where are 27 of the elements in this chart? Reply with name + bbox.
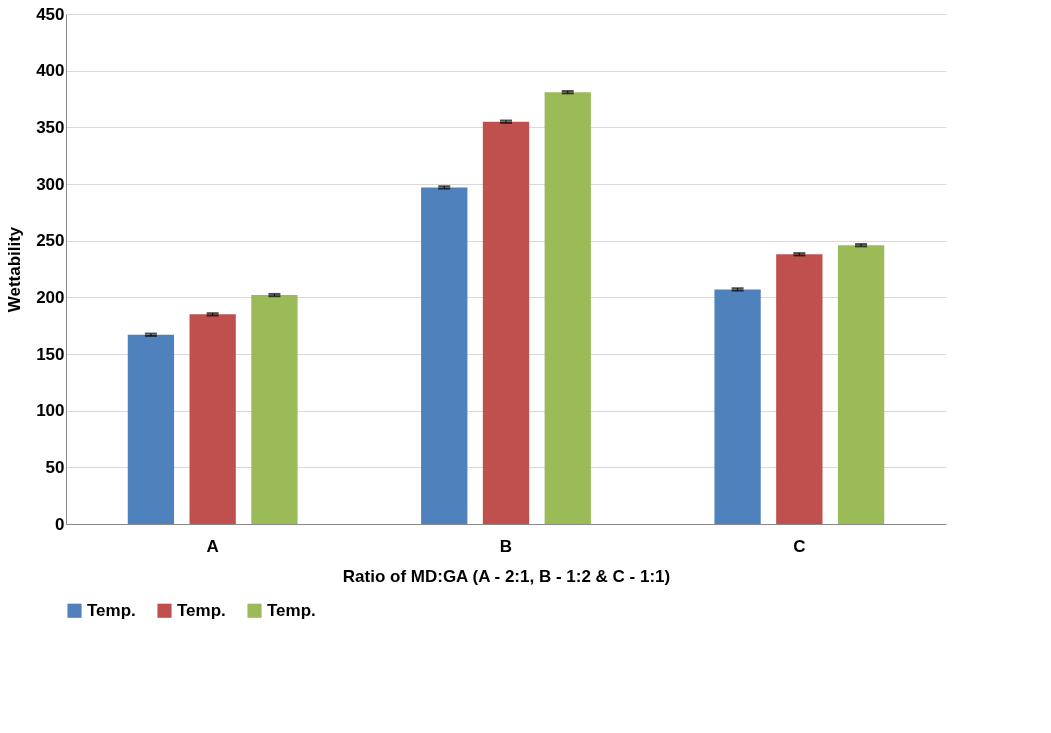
y-tick-label: 0 — [55, 514, 65, 534]
bar — [544, 92, 591, 524]
bar — [251, 295, 298, 524]
y-tick-label: 100 — [36, 401, 65, 421]
legend-label: Temp. — [267, 600, 316, 620]
y-tick-label: 200 — [36, 287, 65, 307]
bar — [189, 314, 236, 524]
y-tick-label: 300 — [36, 174, 65, 194]
bar — [482, 121, 530, 524]
legend-label: Temp. — [87, 600, 136, 620]
bar — [714, 289, 761, 524]
x-tick-label: C — [793, 536, 806, 556]
y-tick-label: 150 — [36, 344, 65, 364]
bar — [421, 187, 468, 524]
y-tick-label: 450 — [36, 4, 65, 24]
y-tick-label: 50 — [45, 457, 65, 477]
legend-label: Temp. — [177, 600, 226, 620]
bar — [127, 334, 175, 524]
x-tick-label: B — [499, 536, 513, 556]
y-axis-title: Wettability — [5, 226, 25, 313]
x-tick-label: A — [206, 536, 219, 556]
y-tick-label: 400 — [36, 61, 65, 81]
y-tick-label: 350 — [36, 117, 65, 137]
bar — [776, 254, 823, 524]
x-axis-title: Ratio of MD:GA (A - 2:1, B - 1:2 & C - 1:1) — [342, 566, 671, 586]
y-tick-label: 250 — [36, 231, 65, 251]
bar — [837, 245, 885, 524]
